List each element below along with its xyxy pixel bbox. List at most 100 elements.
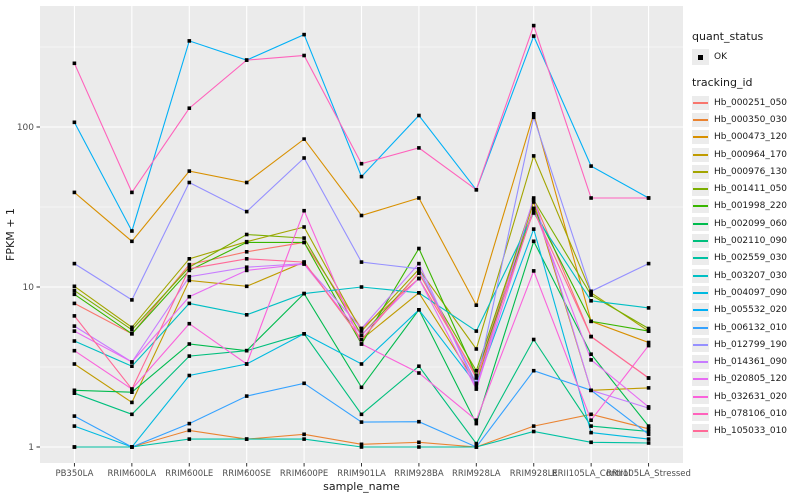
data-point (474, 418, 479, 422)
legend-item-label: OK (714, 52, 727, 62)
series-color-line-legend-key-icon (692, 199, 709, 214)
data-point (72, 414, 77, 418)
data-point (244, 257, 249, 261)
data-point (417, 270, 421, 275)
data-point (589, 299, 593, 303)
data-point (302, 236, 306, 240)
data-point (130, 229, 134, 233)
data-point (531, 154, 536, 158)
data-point (359, 213, 364, 218)
legend-item-label: Hb_001411_050 (714, 184, 788, 195)
x-tick-label: RRIM600LE (165, 469, 213, 479)
data-point (72, 301, 77, 306)
data-point (130, 412, 134, 417)
legend-item-label: Hb_005532_020 (714, 305, 788, 316)
data-point (130, 239, 134, 244)
legend-item-label: Hb_020805_120 (714, 374, 788, 385)
data-point (244, 58, 249, 62)
data-point (130, 364, 134, 368)
data-point (130, 325, 134, 330)
data-point (417, 291, 421, 295)
data-point (646, 405, 651, 409)
legend-item-Hb_078106_010: Hb_078106_010 (692, 405, 798, 422)
data-point (130, 332, 134, 336)
data-point (72, 388, 77, 393)
legend-item-label: Hb_000964_170 (714, 149, 788, 160)
data-point (359, 174, 364, 179)
data-point (130, 445, 134, 449)
data-point (589, 424, 593, 428)
series-color-line-legend-key-icon (692, 95, 709, 110)
series-color-line-legend-key-icon (692, 285, 709, 300)
data-point (531, 208, 536, 213)
data-point (589, 319, 593, 324)
x-tick-label: RRIM928BA (394, 469, 444, 479)
series-color-line-legend-key-icon (692, 320, 709, 335)
data-point (646, 386, 651, 390)
series-color-line-legend-key-icon (692, 389, 709, 404)
data-point (417, 246, 421, 251)
data-point (72, 61, 77, 66)
data-point (646, 261, 651, 266)
data-point (474, 441, 479, 446)
data-point (589, 418, 593, 422)
data-point (531, 337, 536, 342)
axes: 1 10 100 PB350LA RRIM600LA RRIM600LE RRIM600SE… (4, 123, 691, 493)
legend-item-Hb_000964_170: Hb_000964_170 (692, 146, 798, 163)
data-point (531, 211, 536, 215)
data-point (130, 298, 134, 302)
x-tick-label: RRIM600PE (280, 469, 328, 479)
data-point (646, 329, 651, 333)
data-point (302, 32, 306, 37)
x-tick-label: PB350LA (55, 469, 93, 479)
data-point (187, 301, 192, 306)
data-point (187, 169, 192, 173)
data-point (531, 196, 536, 200)
x-tick-label: RRIM600LA (108, 469, 157, 479)
x-tick-label: RRIM928LA (452, 469, 501, 479)
data-point (187, 354, 192, 358)
legend-item-label: Hb_002110_090 (714, 236, 788, 247)
data-point (359, 285, 364, 289)
x-tick-label: RRII105LA_Stressed (606, 469, 691, 479)
data-point (589, 196, 593, 200)
data-point (130, 360, 134, 364)
data-point (302, 291, 306, 296)
series-color-line-legend-key-icon (692, 130, 709, 145)
data-point (359, 337, 364, 342)
data-point (589, 430, 593, 435)
data-point (646, 306, 651, 310)
data-point (359, 260, 364, 264)
data-point (531, 269, 536, 273)
legend-item-Hb_000251_050: Hb_000251_050 (692, 94, 798, 111)
data-point (531, 239, 536, 244)
data-point (187, 428, 192, 433)
data-point (359, 445, 364, 449)
tracking-id-legend-title: tracking_id (692, 76, 753, 89)
x-tick-label: RRIM600SE (222, 469, 271, 479)
data-point (359, 161, 364, 166)
data-point (187, 294, 192, 299)
data-point (417, 419, 421, 424)
legend-item-Hb_006132_010: Hb_006132_010 (692, 319, 798, 336)
data-point (417, 267, 421, 271)
data-point (589, 358, 593, 362)
data-point (646, 437, 651, 441)
data-point (187, 437, 192, 441)
data-point (589, 289, 593, 294)
data-point (359, 326, 364, 331)
data-point (72, 261, 77, 266)
series-color-line-legend-key-icon (692, 303, 709, 318)
data-point (72, 329, 77, 333)
data-point (302, 260, 306, 264)
data-point (187, 106, 192, 110)
data-point (589, 293, 593, 297)
data-point (417, 276, 421, 281)
data-point (302, 381, 306, 386)
data-point (646, 376, 651, 380)
series-color-line-legend-key-icon (692, 251, 709, 266)
data-point (589, 164, 593, 168)
legend-item-label: Hb_000350_030 (714, 114, 788, 125)
legend-item-Hb_002559_030: Hb_002559_030 (692, 250, 798, 267)
data-point (474, 329, 479, 333)
